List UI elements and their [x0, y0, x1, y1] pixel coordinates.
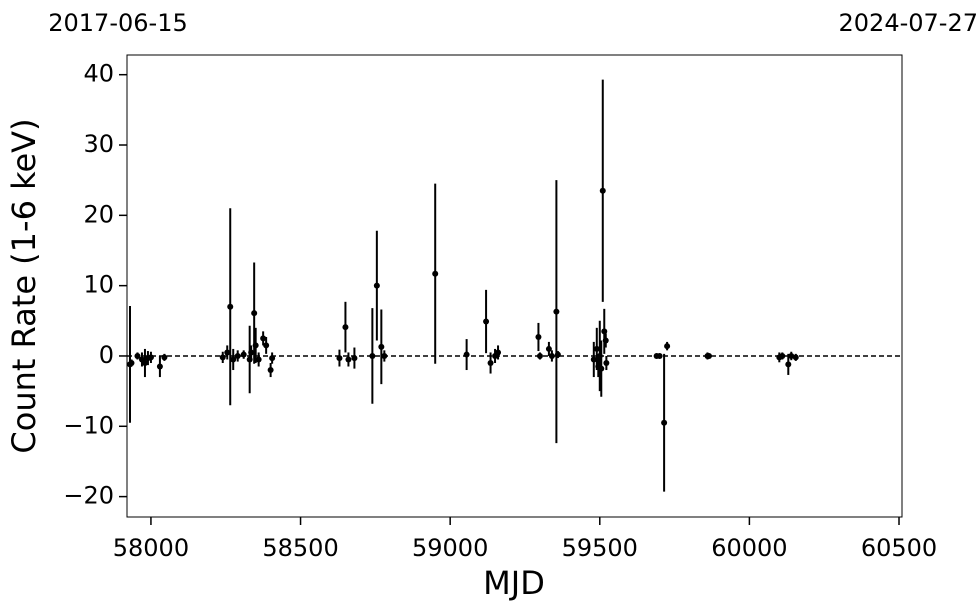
- data-point: [792, 354, 799, 361]
- data-point: [369, 352, 376, 359]
- x-tick-label: 59500: [562, 534, 638, 562]
- data-point: [483, 318, 490, 325]
- data-point: [141, 360, 148, 366]
- data-point: [336, 355, 343, 362]
- data-point: [234, 352, 241, 359]
- data-point: [602, 337, 609, 344]
- data-point: [224, 349, 231, 356]
- data-point: [463, 351, 470, 358]
- data-point: [599, 187, 606, 194]
- data-point: [590, 356, 597, 363]
- data-point: [251, 310, 258, 317]
- data-point: [593, 345, 600, 352]
- data-point: [230, 356, 237, 363]
- data-point: [252, 342, 259, 349]
- data-point: [240, 351, 247, 358]
- start-date: 2017-06-15: [48, 9, 187, 37]
- data-point: [248, 349, 255, 356]
- data-point: [255, 356, 262, 363]
- data-point: [656, 352, 663, 359]
- data-point: [381, 352, 388, 359]
- data-point: [219, 354, 226, 361]
- data-point: [545, 345, 552, 352]
- y-axis-label: Count Rate (1-6 keV): [5, 118, 43, 453]
- data-point: [553, 308, 560, 315]
- data-point: [342, 324, 349, 331]
- data-point: [260, 335, 267, 342]
- y-tick-label: −10: [63, 411, 114, 439]
- data-point: [535, 333, 542, 340]
- end-date: 2024-07-27: [839, 9, 978, 37]
- data-point: [779, 352, 786, 359]
- data-point: [156, 363, 163, 370]
- data-point: [601, 328, 608, 335]
- x-tick-label: 60500: [861, 534, 937, 562]
- x-tick-label: 58500: [262, 534, 338, 562]
- x-tick-label: 59000: [412, 534, 488, 562]
- data-point: [373, 282, 380, 289]
- y-tick-label: −20: [63, 482, 114, 510]
- y-tick-label: 20: [83, 200, 114, 228]
- y-tick-label: 0: [99, 341, 114, 369]
- x-axis-label: MJD: [483, 564, 545, 602]
- data-point: [705, 352, 712, 359]
- y-tick-label: 40: [83, 60, 114, 88]
- data-point: [134, 352, 141, 359]
- data-point: [161, 354, 168, 361]
- data-point: [432, 270, 439, 277]
- data-point: [661, 419, 668, 426]
- data-point: [495, 349, 502, 356]
- data-point: [548, 352, 555, 359]
- x-tick-label: 60000: [711, 534, 787, 562]
- data-point: [263, 342, 270, 349]
- data-point: [128, 360, 135, 366]
- data-point: [269, 355, 276, 362]
- data-point: [351, 355, 358, 362]
- data-point: [536, 352, 543, 359]
- data-point: [554, 351, 561, 358]
- data-point: [345, 356, 352, 363]
- data-point: [603, 360, 610, 366]
- data-point: [378, 343, 385, 350]
- data-point: [227, 303, 234, 310]
- y-tick-label: 10: [83, 271, 114, 299]
- data-point: [598, 365, 605, 372]
- data-point: [267, 367, 274, 374]
- data-point: [664, 343, 671, 350]
- plot-frame: [126, 54, 903, 518]
- x-tick-label: 58000: [113, 534, 189, 562]
- y-tick-label: 30: [83, 130, 114, 158]
- data-point: [147, 354, 154, 361]
- data-point: [785, 361, 792, 368]
- data-point: [487, 360, 494, 366]
